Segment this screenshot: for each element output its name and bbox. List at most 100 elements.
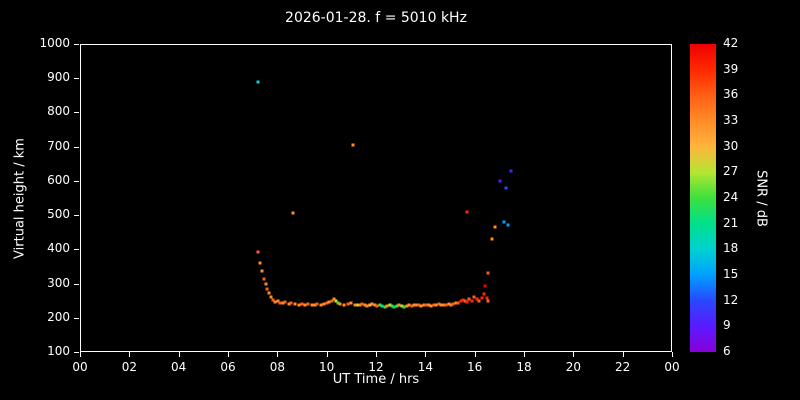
colorbar-tick-label: 33: [723, 113, 739, 127]
data-point: [437, 302, 441, 306]
data-point: [493, 225, 497, 229]
x-tick: [326, 352, 328, 357]
data-point: [269, 295, 273, 299]
data-point: [442, 303, 446, 307]
data-point: [262, 277, 266, 281]
x-tick-label: 08: [269, 360, 285, 374]
data-point: [303, 303, 307, 307]
x-tick: [376, 352, 377, 357]
data-point: [380, 304, 384, 308]
data-point: [424, 303, 428, 307]
data-point: [439, 303, 443, 307]
colorbar-label: SNR / dB: [753, 170, 769, 227]
data-point: [451, 302, 455, 306]
data-point: [258, 261, 262, 265]
x-tick-label: 06: [220, 360, 236, 374]
data-point: [482, 292, 486, 296]
data-point: [291, 211, 295, 215]
data-point: [368, 303, 372, 307]
colorbar-tick-label: 12: [723, 292, 739, 307]
data-point: [449, 303, 453, 307]
data-point: [363, 303, 367, 307]
data-point: [265, 287, 269, 291]
x-tick: [178, 352, 180, 357]
x-tick-label: 02: [121, 360, 137, 374]
data-point: [415, 303, 419, 307]
y-tick: [74, 317, 79, 319]
data-point: [330, 299, 334, 303]
data-point: [400, 304, 404, 308]
data-point: [315, 302, 319, 306]
x-tick: [129, 352, 131, 357]
data-point: [281, 301, 285, 305]
data-point: [319, 303, 323, 307]
x-tick-label: 18: [516, 360, 532, 374]
data-point: [353, 303, 357, 307]
y-tick-label: 100: [47, 344, 70, 358]
data-point: [410, 304, 414, 308]
colorbar-tick-label: 39: [723, 61, 739, 76]
data-point: [267, 291, 271, 295]
colorbar: [690, 44, 716, 352]
data-point: [358, 303, 362, 307]
data-point: [322, 302, 326, 306]
data-point: [506, 223, 510, 227]
data-point: [486, 271, 490, 275]
x-tick: [474, 352, 476, 357]
data-point: [256, 250, 260, 254]
y-tick: [74, 215, 79, 217]
y-tick-label: 600: [47, 172, 70, 187]
data-point: [310, 303, 314, 307]
y-tick-label: 400: [47, 241, 70, 256]
data-point: [327, 300, 331, 304]
data-point: [334, 299, 338, 303]
y-tick: [74, 78, 79, 80]
x-tick: [425, 352, 427, 357]
data-point: [356, 303, 360, 307]
data-point: [419, 304, 423, 308]
data-point: [490, 237, 494, 241]
data-point: [370, 302, 374, 306]
x-tick-label: 00: [72, 360, 88, 374]
y-tick-label: 800: [47, 104, 70, 119]
y-tick-label: 500: [47, 207, 70, 222]
data-point: [417, 303, 421, 307]
data-point: [346, 302, 350, 306]
data-point: [392, 305, 396, 309]
data-point: [447, 302, 451, 306]
data-point: [332, 297, 336, 301]
data-point: [463, 299, 467, 303]
data-point: [395, 304, 399, 308]
x-tick: [228, 352, 229, 357]
colorbar-tick-label: 9: [723, 318, 731, 333]
x-tick-label: 04: [171, 360, 187, 374]
x-tick-label: 10: [319, 360, 335, 374]
x-tick-label: 00: [664, 360, 680, 374]
data-point: [480, 296, 484, 300]
data-point: [385, 304, 389, 308]
data-point: [256, 80, 259, 84]
data-point: [378, 303, 382, 307]
y-tick-label: 200: [47, 309, 70, 324]
data-point: [502, 220, 506, 224]
colorbar-tick-label: 18: [723, 241, 739, 256]
data-point: [273, 300, 277, 304]
data-point: [365, 304, 369, 308]
data-point: [402, 305, 406, 309]
x-tick-label: 12: [368, 360, 384, 374]
data-point: [485, 296, 489, 300]
y-tick-label: 700: [47, 138, 70, 153]
data-point: [306, 302, 310, 306]
x-tick: [622, 352, 624, 357]
data-point: [477, 299, 481, 303]
data-point: [325, 301, 329, 305]
x-tick: [672, 352, 673, 357]
data-point: [509, 169, 513, 173]
data-point: [454, 301, 458, 305]
data-point: [297, 303, 301, 307]
data-point: [422, 303, 426, 307]
data-point: [260, 269, 264, 273]
data-point: [289, 301, 293, 305]
data-point: [390, 304, 394, 308]
